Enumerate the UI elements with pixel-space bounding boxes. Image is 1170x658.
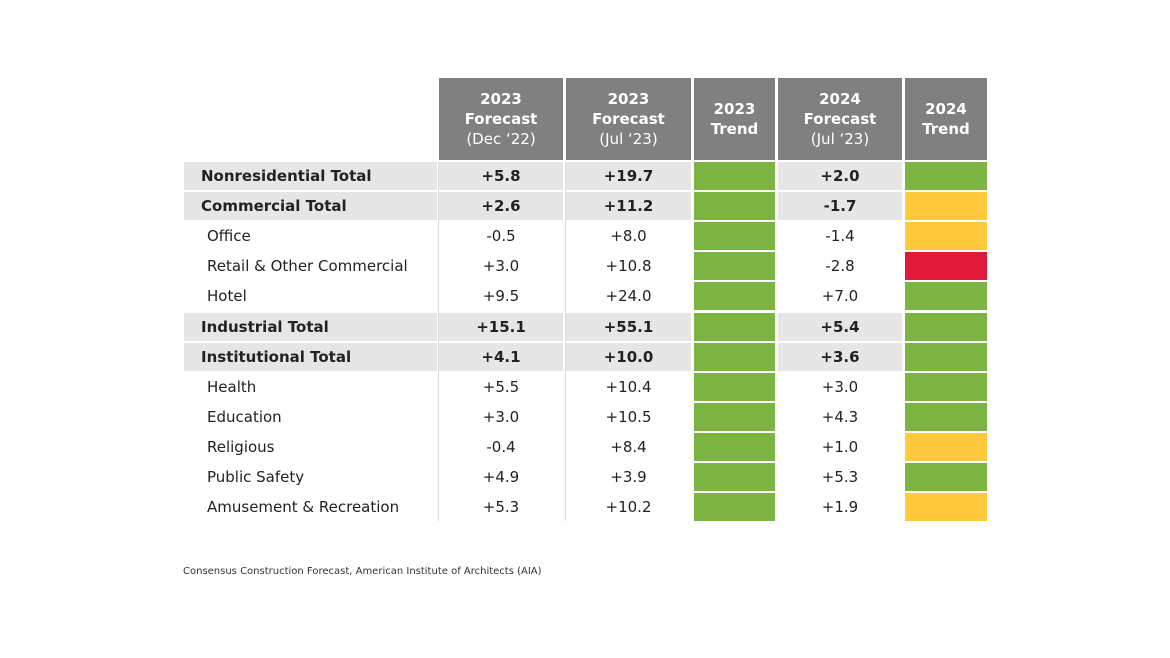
value-cell: -0.4: [439, 432, 563, 461]
trend-cell: [694, 222, 775, 251]
header-cell: 2024 Forecast (Jul ‘23): [778, 78, 902, 160]
trend-cell: [905, 342, 987, 371]
header-line: 2023: [480, 90, 522, 108]
trend-cell: [694, 372, 775, 401]
trend-cell: [694, 432, 775, 461]
header-line: (Dec ‘22): [466, 130, 536, 148]
value-cell: +11.2: [566, 192, 691, 221]
row-label: Religious: [184, 432, 437, 461]
row-label: Hotel: [184, 282, 437, 311]
value-cell: +8.0: [566, 222, 691, 251]
value-cell: +10.8: [566, 252, 691, 281]
trend-cell: [694, 162, 775, 191]
trend-cell: [694, 493, 775, 522]
trend-cell: [694, 252, 775, 281]
value-cell: +24.0: [566, 282, 691, 311]
header-line: Trend: [710, 120, 759, 138]
trend-cell: [905, 312, 987, 341]
value-cell: +5.8: [439, 162, 563, 191]
value-cell: +3.0: [778, 372, 902, 401]
trend-cell: [694, 282, 775, 311]
trend-cell: [905, 192, 987, 221]
header-line: Forecast: [803, 110, 877, 128]
row-label: Amusement & Recreation: [184, 493, 437, 522]
trend-cell: [905, 493, 987, 522]
value-cell: -1.7: [778, 192, 902, 221]
trend-cell: [905, 282, 987, 311]
trend-cell: [694, 463, 775, 492]
trend-cell: [694, 192, 775, 221]
header-line: 2024: [819, 90, 861, 108]
value-cell: -0.5: [439, 222, 563, 251]
trend-cell: [905, 372, 987, 401]
row-label: Industrial Total: [184, 312, 437, 341]
value-cell: +8.4: [566, 432, 691, 461]
trend-cell: [905, 252, 987, 281]
value-cell: +1.0: [778, 432, 902, 461]
trend-cell: [905, 222, 987, 251]
value-cell: +5.4: [778, 312, 902, 341]
header-cell: 2023 Forecast (Jul ‘23): [566, 78, 691, 160]
trend-cell: [905, 162, 987, 191]
trend-cell: [694, 342, 775, 371]
value-cell: +2.6: [439, 192, 563, 221]
value-cell: +1.9: [778, 493, 902, 522]
value-cell: +7.0: [778, 282, 902, 311]
row-label: Health: [184, 372, 437, 401]
value-cell: -2.8: [778, 252, 902, 281]
value-cell: +9.5: [439, 282, 563, 311]
value-cell: +5.3: [439, 493, 563, 522]
header-cell: 2023 Forecast (Dec ‘22): [439, 78, 563, 160]
trend-cell: [905, 402, 987, 431]
value-cell: +19.7: [566, 162, 691, 191]
trend-cell: [694, 402, 775, 431]
value-cell: -1.4: [778, 222, 902, 251]
value-cell: +4.3: [778, 402, 902, 431]
value-cell: +3.6: [778, 342, 902, 371]
source-note: Consensus Construction Forecast, America…: [183, 566, 542, 577]
value-cell: +55.1: [566, 312, 691, 341]
header-line: Forecast: [464, 110, 538, 128]
header-cell: 2023 Trend: [694, 78, 775, 160]
value-cell: +3.9: [566, 463, 691, 492]
value-cell: +10.2: [566, 493, 691, 522]
header-cell: 2024 Trend: [905, 78, 987, 160]
value-cell: +4.1: [439, 342, 563, 371]
row-label: Nonresidential Total: [184, 162, 437, 191]
row-label: Commercial Total: [184, 192, 437, 221]
row-label: Retail & Other Commercial: [184, 252, 437, 281]
header-line: (Jul ‘23): [599, 130, 658, 148]
row-label: Institutional Total: [184, 342, 437, 371]
trend-cell: [694, 312, 775, 341]
row-label: Education: [184, 402, 437, 431]
value-cell: +10.0: [566, 342, 691, 371]
trend-cell: [905, 432, 987, 461]
row-label: Public Safety: [184, 463, 437, 492]
header-line: 2024: [925, 100, 967, 118]
trend-cell: [905, 463, 987, 492]
value-cell: +5.3: [778, 463, 902, 492]
value-cell: +15.1: [439, 312, 563, 341]
header-line: 2023: [607, 90, 650, 108]
header-line: 2023: [713, 100, 756, 118]
value-cell: +3.0: [439, 402, 563, 431]
value-cell: +3.0: [439, 252, 563, 281]
value-cell: +10.4: [566, 372, 691, 401]
header-line: Trend: [922, 120, 970, 138]
value-cell: +5.5: [439, 372, 563, 401]
value-cell: +2.0: [778, 162, 902, 191]
row-label: Office: [184, 222, 437, 251]
header-line: Forecast: [592, 110, 665, 128]
value-cell: +10.5: [566, 402, 691, 431]
value-cell: +4.9: [439, 463, 563, 492]
header-line: (Jul ‘23): [810, 130, 870, 148]
